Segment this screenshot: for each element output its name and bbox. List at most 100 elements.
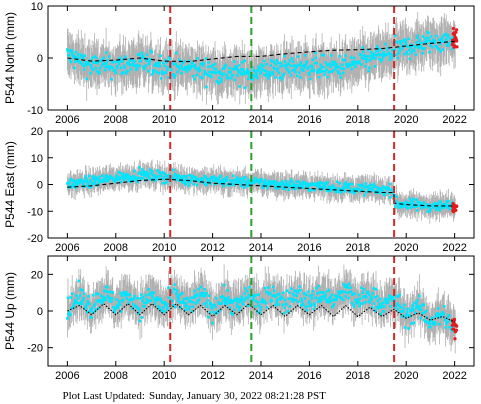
data-point bbox=[283, 54, 286, 58]
data-point bbox=[84, 305, 88, 309]
data-point bbox=[276, 69, 279, 73]
data-point bbox=[184, 308, 187, 312]
data-point bbox=[210, 75, 213, 79]
data-point bbox=[179, 306, 182, 309]
data-point bbox=[388, 182, 392, 186]
data-point bbox=[116, 66, 119, 70]
data-point bbox=[336, 69, 340, 73]
y-axis-label: P544 North (mm) bbox=[3, 12, 17, 104]
data-point bbox=[256, 69, 260, 72]
data-point bbox=[443, 305, 446, 308]
data-point bbox=[351, 63, 355, 66]
data-point bbox=[136, 66, 139, 70]
data-point bbox=[126, 293, 130, 296]
data-point bbox=[208, 311, 212, 314]
data-point bbox=[143, 170, 147, 174]
data-point bbox=[233, 308, 236, 312]
data-point bbox=[184, 301, 188, 305]
data-point bbox=[225, 302, 228, 306]
data-point bbox=[121, 298, 125, 302]
data-point bbox=[83, 68, 86, 71]
data-point bbox=[174, 62, 177, 66]
data-point bbox=[237, 64, 241, 67]
data-point bbox=[80, 62, 84, 66]
data-point bbox=[151, 295, 154, 299]
x-tick-label: 2020 bbox=[394, 370, 418, 382]
data-point bbox=[299, 289, 302, 292]
data-point bbox=[308, 294, 312, 298]
x-tick-label: 2006 bbox=[55, 370, 79, 382]
data-point bbox=[285, 289, 289, 292]
data-point bbox=[109, 174, 112, 178]
data-point bbox=[444, 32, 447, 36]
data-point bbox=[178, 58, 181, 62]
data-point bbox=[343, 58, 347, 62]
data-point bbox=[303, 54, 307, 57]
data-point bbox=[323, 297, 326, 300]
data-point bbox=[290, 297, 294, 301]
data-point bbox=[220, 302, 223, 305]
data-point bbox=[81, 298, 85, 302]
data-point bbox=[133, 60, 136, 63]
data-point bbox=[86, 184, 89, 188]
data-point bbox=[384, 42, 387, 46]
data-point bbox=[415, 301, 418, 304]
data-point bbox=[84, 61, 87, 64]
data-point bbox=[109, 290, 112, 294]
data-point bbox=[328, 301, 331, 304]
data-point bbox=[277, 303, 280, 306]
data-point bbox=[273, 61, 276, 64]
data-point bbox=[93, 55, 96, 58]
data-point bbox=[124, 71, 128, 75]
data-point bbox=[391, 53, 395, 57]
data-point bbox=[230, 76, 233, 80]
data-point bbox=[83, 54, 87, 57]
data-point bbox=[172, 73, 175, 76]
data-point bbox=[271, 73, 275, 76]
data-point bbox=[204, 294, 207, 298]
data-point bbox=[412, 321, 416, 325]
data-point bbox=[238, 85, 242, 88]
data-point bbox=[391, 188, 394, 192]
data-point bbox=[403, 52, 406, 56]
data-point bbox=[135, 68, 138, 72]
data-point bbox=[228, 301, 231, 305]
data-point bbox=[296, 74, 299, 78]
data-point bbox=[348, 190, 352, 194]
data-point bbox=[257, 67, 261, 71]
data-point bbox=[162, 310, 166, 313]
data-point bbox=[427, 206, 430, 209]
data-point bbox=[349, 64, 352, 67]
x-tick-label: 2022 bbox=[442, 242, 466, 254]
data-point bbox=[268, 74, 271, 77]
data-point bbox=[439, 200, 442, 204]
footer-timestamp: Sunday, January 30, 2022 08:21:28 PST bbox=[149, 390, 326, 402]
data-point bbox=[178, 67, 182, 71]
data-point bbox=[338, 182, 341, 185]
data-point bbox=[366, 55, 369, 58]
data-point bbox=[73, 66, 76, 70]
data-point bbox=[66, 317, 69, 320]
data-point bbox=[394, 34, 397, 37]
data-point bbox=[302, 303, 305, 307]
data-point bbox=[291, 69, 294, 72]
data-point bbox=[300, 299, 304, 303]
data-point bbox=[136, 296, 139, 300]
data-point bbox=[118, 303, 122, 306]
data-point bbox=[353, 292, 357, 295]
data-point bbox=[424, 37, 427, 40]
recent-point bbox=[451, 202, 455, 206]
data-point bbox=[74, 50, 78, 54]
data-point bbox=[307, 188, 311, 191]
data-point bbox=[201, 294, 205, 298]
data-point bbox=[365, 60, 368, 64]
data-point bbox=[350, 301, 354, 305]
data-point bbox=[116, 175, 119, 178]
data-point bbox=[242, 299, 246, 302]
data-point bbox=[421, 312, 424, 315]
data-point bbox=[149, 299, 153, 302]
data-point bbox=[332, 303, 336, 306]
data-point bbox=[345, 284, 349, 287]
data-point bbox=[225, 73, 228, 77]
data-point bbox=[72, 55, 76, 58]
